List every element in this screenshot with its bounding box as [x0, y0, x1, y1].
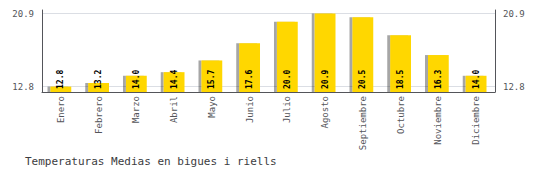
svg-text:20.9: 20.9 [321, 70, 330, 89]
svg-text:Junio: Junio [245, 96, 255, 123]
svg-text:Agosto: Agosto [320, 96, 330, 129]
svg-text:16.3: 16.3 [434, 70, 443, 89]
svg-text:12.8: 12.8 [503, 82, 525, 92]
svg-text:20.9: 20.9 [12, 9, 34, 19]
svg-text:Enero: Enero [56, 96, 66, 123]
svg-text:Marzo: Marzo [131, 96, 141, 123]
svg-text:18.5: 18.5 [396, 70, 405, 89]
svg-text:14.0: 14.0 [132, 70, 141, 89]
svg-text:20.5: 20.5 [358, 70, 367, 89]
svg-text:Septiembre: Septiembre [358, 96, 368, 150]
svg-text:15.7: 15.7 [207, 70, 216, 89]
svg-text:Diciembre: Diciembre [471, 96, 481, 145]
svg-text:17.6: 17.6 [245, 70, 254, 89]
svg-text:20.9: 20.9 [503, 9, 525, 19]
svg-text:Temperaturas Medias en bigues: Temperaturas Medias en bigues i riells [25, 155, 277, 168]
svg-text:Mayo: Mayo [207, 96, 217, 118]
svg-text:20.0: 20.0 [283, 70, 292, 89]
svg-text:Julio: Julio [282, 96, 292, 123]
svg-text:12.8: 12.8 [12, 82, 34, 92]
svg-text:12.8: 12.8 [56, 70, 65, 89]
svg-text:Noviembre: Noviembre [433, 96, 443, 145]
svg-text:14.0: 14.0 [472, 70, 481, 89]
svg-text:14.4: 14.4 [170, 70, 179, 89]
svg-text:Abril: Abril [169, 96, 179, 123]
svg-text:Febrero: Febrero [94, 96, 104, 134]
svg-text:13.2: 13.2 [94, 70, 103, 89]
svg-text:Octubre: Octubre [396, 96, 406, 134]
